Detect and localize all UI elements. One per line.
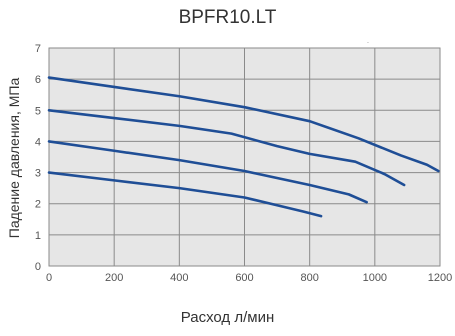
series-lines [47, 76, 440, 218]
series-line-4 [47, 76, 440, 173]
x-tick-label: 800 [300, 272, 318, 284]
series-line-1 [47, 171, 323, 218]
y-tick-label: 3 [35, 168, 41, 180]
y-tick-label: 2 [35, 199, 41, 211]
y-tick-label: 0 [35, 261, 41, 273]
stray-mark: . [367, 38, 369, 45]
y-tick-label: 6 [35, 74, 41, 86]
y-tick-label: 1 [35, 230, 41, 242]
x-tick-labels: 0 200 400 600 800 1000 1200 [46, 272, 452, 284]
x-tick-label: 0 [46, 272, 52, 284]
grid-lines [48, 47, 441, 267]
x-tick-label: 600 [235, 272, 253, 284]
x-tick-label: 1000 [363, 272, 387, 284]
x-tick-label: 1200 [428, 272, 452, 284]
y-tick-label: 5 [35, 105, 41, 117]
series-line-3 [47, 108, 406, 187]
x-tick-label: 200 [105, 272, 123, 284]
chart-title: BPFR10.LT [178, 7, 277, 28]
x-tick-label: 400 [170, 272, 188, 284]
y-tick-labels: 0 1 2 3 4 5 6 7 [35, 43, 41, 273]
series-line-2 [47, 140, 368, 204]
y-tick-label: 4 [35, 136, 41, 148]
y-tick-label: 7 [35, 43, 41, 55]
x-axis-label: Расход л/мин [180, 309, 275, 326]
